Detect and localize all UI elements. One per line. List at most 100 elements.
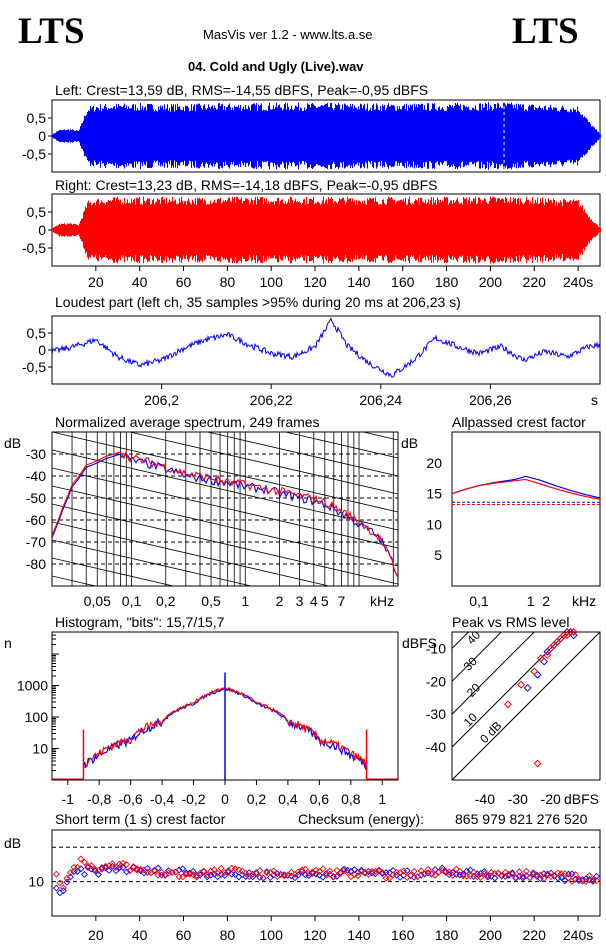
peak-rms-crest-line xyxy=(452,632,600,780)
short-crest-point-1 xyxy=(379,869,387,877)
histogram-ytick-label: 100 xyxy=(25,709,49,725)
short-crest-point-1 xyxy=(217,864,225,872)
short-crest-xtick-label: 140 xyxy=(347,927,371,943)
short-crest-point-1 xyxy=(63,874,71,882)
short-crest-point-1 xyxy=(522,867,530,875)
short-crest-point-1 xyxy=(284,872,292,879)
left-waveform-title: Left: Crest=13,59 dB, RMS=-14,55 dBFS, P… xyxy=(55,82,429,98)
spectrum-slope-line xyxy=(52,503,398,585)
peak-rms-xtick-label: -30 xyxy=(508,791,528,807)
short-crest-point-1 xyxy=(193,873,201,881)
short-crest-point-1 xyxy=(214,869,222,877)
short-crest-point-0 xyxy=(80,870,88,878)
logo-right: LTS xyxy=(512,11,579,52)
spectrum-slope-line xyxy=(52,521,331,586)
short-crest-point-1 xyxy=(123,861,130,868)
spectrum-title: Normalized average spectrum, 249 frames xyxy=(55,414,320,430)
spectrum-ytick-label: -50 xyxy=(26,490,46,506)
loudest-xtick-label: 206,26 xyxy=(469,392,512,408)
peak-rms-crest-label: 20 xyxy=(464,680,484,700)
spectrum-slope-line xyxy=(52,252,398,332)
peak-rms-crest-line xyxy=(452,632,503,682)
spectrum-slope-line xyxy=(52,288,398,368)
short-crest-point-1 xyxy=(431,871,439,879)
short-crest-xtick-label: 240s xyxy=(563,927,593,943)
short-crest-point-1 xyxy=(322,871,330,879)
short-crest-point-1 xyxy=(456,867,464,875)
right-xtick-label: 240s xyxy=(563,274,593,290)
short-crest-point-1 xyxy=(319,865,327,873)
right-xtick-label: 20 xyxy=(88,274,104,290)
short-crest-point-1 xyxy=(533,871,541,879)
spectrum-slope-line xyxy=(283,432,398,459)
checksum-label: Checksum (energy): xyxy=(298,811,425,827)
short-crest-point-1 xyxy=(207,867,215,875)
short-crest-point-0 xyxy=(56,889,64,897)
short-crest-point-1 xyxy=(445,868,453,876)
short-crest-point-0 xyxy=(154,864,162,872)
short-crest-point-1 xyxy=(312,866,320,874)
histogram-title: Histogram, "bits": 15,7/15,7 xyxy=(55,614,225,630)
short-crest-point-1 xyxy=(582,877,590,885)
spectrum-series-0 xyxy=(52,453,398,577)
short-crest-xtick-label: 120 xyxy=(303,927,327,943)
short-crest-point-1 xyxy=(203,871,211,879)
histogram-xtick-label: -1 xyxy=(62,791,75,807)
crest-ytick-label: 10 xyxy=(426,516,442,532)
short-crest-point-1 xyxy=(470,868,478,876)
spectrum-ytick-label: -30 xyxy=(26,446,46,462)
spectrum-x-unit: kHz xyxy=(370,593,394,609)
spectrum-slope-line xyxy=(52,485,398,567)
loudest-part-title: Loudest part (left ch, 35 samples >95% d… xyxy=(55,294,461,310)
short-crest-point-1 xyxy=(59,884,67,892)
short-crest-point-1 xyxy=(158,868,166,876)
short-crest-point-0 xyxy=(119,864,127,871)
short-crest-point-0 xyxy=(130,863,138,871)
crest-ytick-label: 20 xyxy=(426,455,442,471)
peak-rms-ytick-label: -40 xyxy=(426,739,446,755)
short-crest-point-1 xyxy=(354,872,362,880)
short-crest-point-0 xyxy=(95,870,102,878)
right-ytick-label: -0,5 xyxy=(22,240,46,256)
peak-rms-point-1 xyxy=(569,628,578,636)
short-crest-point-0 xyxy=(235,873,243,881)
right-xtick-label: 140 xyxy=(347,274,371,290)
right-xtick-label: 220 xyxy=(523,274,547,290)
crest-y-unit: dB xyxy=(401,435,418,451)
file-name: 04. Cold and Ugly (Live).wav xyxy=(188,59,364,74)
short-crest-point-0 xyxy=(491,874,499,882)
short-crest-point-1 xyxy=(109,860,116,868)
short-crest-point-1 xyxy=(515,868,523,876)
spectrum-xtick-label: 0,1 xyxy=(122,593,142,609)
short-crest-point-1 xyxy=(66,869,74,876)
right-waveform xyxy=(52,196,601,264)
short-crest-point-1 xyxy=(407,871,415,879)
short-crest-point-1 xyxy=(396,869,404,876)
short-crest-xtick-label: 20 xyxy=(88,927,104,943)
peak-rms-ytick-label: -10 xyxy=(426,640,446,656)
peak-rms-point-0 xyxy=(540,657,549,666)
short-crest-point-0 xyxy=(105,866,113,874)
crest-xtick-label: 0,1 xyxy=(469,593,489,609)
short-crest-point-1 xyxy=(266,868,274,876)
histogram-xtick-label: 0,6 xyxy=(310,791,330,807)
short-crest-point-0 xyxy=(73,868,81,876)
short-crest-xtick-label: 220 xyxy=(523,927,547,943)
spectrum-slope-line xyxy=(52,342,398,422)
short-crest-point-0 xyxy=(52,884,60,892)
histogram-y-unit: n xyxy=(4,635,12,651)
histogram-xtick-label: 0,8 xyxy=(341,791,361,807)
left-ytick-label: 0,5 xyxy=(27,110,47,126)
crest-ytick-label: 5 xyxy=(434,547,442,563)
short-crest-point-1 xyxy=(301,865,309,873)
histogram-xtick-label: -0,6 xyxy=(119,791,143,807)
short-crest-point-1 xyxy=(259,874,267,882)
short-crest-point-1 xyxy=(540,874,548,882)
short-crest-point-1 xyxy=(421,870,429,878)
crest-series-1 xyxy=(451,478,601,500)
histogram-xtick-label: 0,2 xyxy=(247,791,267,807)
short-crest-xtick-label: 100 xyxy=(260,927,284,943)
short-crest-point-1 xyxy=(112,863,120,871)
spectrum-xtick-label: 5 xyxy=(321,593,329,609)
